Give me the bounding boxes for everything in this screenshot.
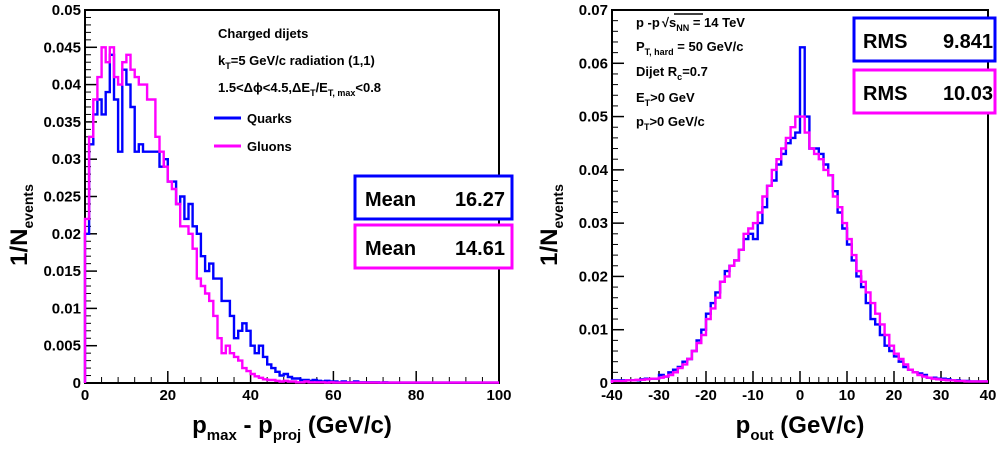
series-line-gluons <box>610 115 988 383</box>
stat-box-value: 14.61 <box>455 238 505 260</box>
x-tick-label: -20 <box>695 387 717 404</box>
y-tick-label: 0.01 <box>52 300 81 317</box>
y-tick-label: 0.03 <box>579 215 608 232</box>
right-x-axis-title: pout (GeV/c) <box>736 412 865 444</box>
y-tick-label: 0 <box>73 375 81 392</box>
stat-box-frame <box>852 16 997 63</box>
left-stat-box-quarks: Mean 16.27 <box>353 174 514 221</box>
right-panel: 00.010.020.030.040.050.060.07 -40 -30 -20-… <box>536 2 997 444</box>
sqrt-symbol: √ <box>662 15 670 30</box>
stat-box-frame <box>852 68 997 115</box>
left-series-group <box>83 46 499 384</box>
y-tick-label: 0.04 <box>52 77 82 94</box>
left-legend: Quarks Gluons <box>214 111 292 154</box>
right-x-axis: -40 -30 -20 -10 0 10 20 30 40 <box>601 371 996 404</box>
stat-box-label: Mean <box>365 238 416 260</box>
stat-box-label: Mean <box>365 189 416 211</box>
info-line: Charged dijets <box>218 26 308 41</box>
right-y-axis-title: 1/Nevents <box>536 184 566 266</box>
y-tick-label: 0.05 <box>579 109 608 126</box>
x-tick-label: 20 <box>159 387 176 404</box>
info-line: ET>0 GeV <box>636 90 695 108</box>
stat-box-value: 16.27 <box>455 189 505 211</box>
y-tick-label: 0.03 <box>52 151 81 168</box>
right-y-axis: 0 0.01 0.02 0.03 0.04 0.05 0.06 0.07 <box>579 2 624 392</box>
y-tick-label: 0.035 <box>43 114 81 131</box>
info-line: kT=5 GeV/c radiation (1,1) <box>218 53 375 71</box>
stat-box-label: RMS <box>863 83 907 105</box>
x-tick-label: 40 <box>980 387 997 404</box>
legend-label-gluons: Gluons <box>247 139 292 154</box>
y-tick-label: 0.02 <box>579 268 608 285</box>
info-line: 1.5<Δϕ<4.5,ΔET/ET, max<0.8 <box>218 80 381 98</box>
y-tick-label: 0.02 <box>52 226 81 243</box>
y-tick-label: 0.025 <box>43 189 81 206</box>
stat-box-frame <box>353 174 514 221</box>
left-stat-box-gluons: Mean 14.61 <box>353 223 514 270</box>
left-y-axis-title: 1/Nevents <box>6 184 36 266</box>
left-info-text: Charged dijets kT=5 GeV/c radiation (1,1… <box>218 26 381 98</box>
y-tick-label: 0.06 <box>579 55 608 72</box>
left-x-axis: 0 20 40 60 80 100 <box>81 371 512 404</box>
y-tick-label: 0.07 <box>579 2 608 19</box>
y-tick-label: 0 <box>600 375 608 392</box>
x-tick-label: 80 <box>408 387 425 404</box>
x-tick-label: 40 <box>242 387 259 404</box>
x-tick-label: 10 <box>839 387 856 404</box>
series-line-gluons <box>83 46 499 384</box>
x-tick-label: -40 <box>601 387 623 404</box>
y-tick-label: 0.015 <box>43 263 81 280</box>
y-tick-label: 0.01 <box>579 322 608 339</box>
x-tick-label: 30 <box>933 387 950 404</box>
info-line: p -p √sNN = 14 TeV <box>636 15 745 33</box>
x-tick-label: 20 <box>886 387 903 404</box>
info-line: PT, hard = 50 GeV/c <box>636 39 743 57</box>
right-info-text: p -p √sNN = 14 TeV PT, hard = 50 GeV/c Di… <box>636 13 745 132</box>
x-tick-label: -30 <box>648 387 670 404</box>
x-tick-label: -10 <box>742 387 764 404</box>
y-tick-label: 0.05 <box>52 2 81 19</box>
stat-box-value: 10.03 <box>943 83 993 105</box>
stat-box-label: RMS <box>863 31 907 53</box>
left-x-axis-title: pmax - pproj (GeV/c) <box>192 412 392 444</box>
legend-label-quarks: Quarks <box>247 111 292 126</box>
right-stat-box-quarks: RMS 9.841 <box>852 16 997 63</box>
stat-box-value: 9.841 <box>943 31 993 53</box>
y-tick-label: 0.04 <box>579 162 609 179</box>
left-y-axis: 0 0.005 0.01 0.015 0.02 0.025 0.03 0.035 0.04 0.0… <box>43 2 97 392</box>
y-tick-label: 0.045 <box>43 39 81 56</box>
x-tick-label: 100 <box>486 387 511 404</box>
stat-box-frame <box>353 223 514 270</box>
right-series-group <box>610 46 988 383</box>
info-line: Dijet Rc=0.7 <box>636 64 708 82</box>
x-tick-label: 0 <box>81 387 89 404</box>
x-tick-label: 0 <box>796 387 804 404</box>
x-tick-label: 60 <box>325 387 342 404</box>
right-stat-box-gluons: RMS 10.03 <box>852 68 997 115</box>
left-panel: 0 0.005 0.01 0.015 0.02 0.025 0.03 0.035 0.04 0.0… <box>6 2 514 444</box>
info-line: pT>0 GeV/c <box>636 114 705 132</box>
y-tick-label: 0.005 <box>43 338 81 355</box>
